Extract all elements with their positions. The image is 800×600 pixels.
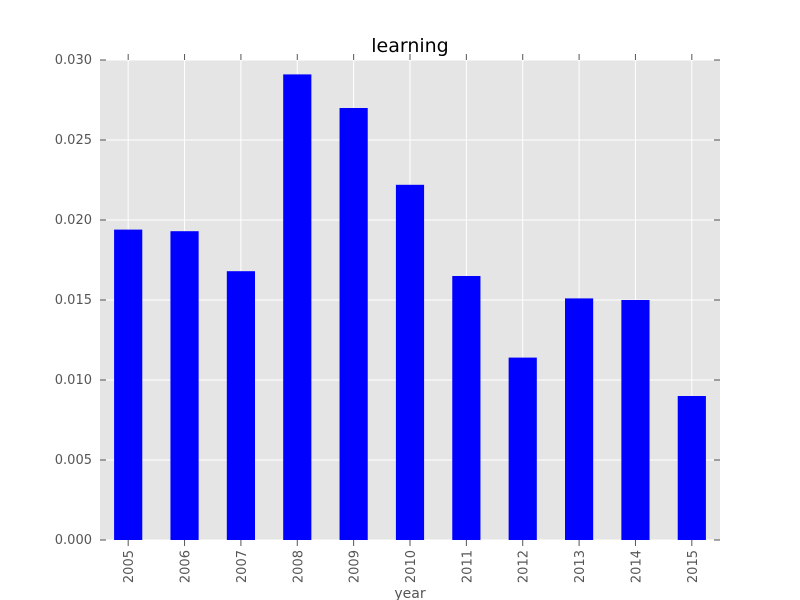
bar-2013 (565, 298, 594, 540)
bar-2008 (283, 74, 312, 541)
x-tick-label-2010: 2010 (404, 550, 419, 583)
x-axis-label: year (394, 586, 425, 600)
bar-2005 (114, 229, 143, 540)
bar-layer (114, 74, 706, 541)
x-tick-label-2013: 2013 (573, 550, 588, 583)
tick-layer: 0.000 0.005 0.010 0.015 0.020 0.025 0.030 2005 2… (55, 53, 720, 583)
bar-2015 (677, 396, 706, 540)
y-tick-label: 0.030 (55, 53, 92, 68)
x-tick-label-2014: 2014 (629, 550, 644, 583)
bar-2009 (339, 108, 368, 540)
x-tick-label-2011: 2011 (460, 550, 475, 583)
x-tick-label-2005: 2005 (122, 550, 137, 583)
x-tick-label-2008: 2008 (291, 550, 306, 583)
bar-2012 (508, 357, 537, 540)
bar-2006 (170, 231, 199, 540)
y-tick-label: 0.000 (55, 533, 92, 548)
x-tick-label-2012: 2012 (517, 550, 532, 583)
bar-2007 (226, 271, 255, 540)
bar-2014 (621, 300, 650, 540)
bar-2011 (452, 276, 481, 540)
y-tick-label: 0.015 (55, 293, 92, 308)
y-tick-label: 0.010 (55, 373, 92, 388)
x-tick-label-2007: 2007 (235, 550, 250, 583)
y-tick-label: 0.020 (55, 213, 92, 228)
y-tick-label: 0.005 (55, 453, 92, 468)
x-tick-label-2006: 2006 (179, 550, 194, 583)
x-tick-label-2015: 2015 (686, 550, 701, 583)
bar-2010 (395, 184, 425, 541)
chart-title: learning (371, 35, 449, 57)
y-tick-label: 0.025 (55, 133, 92, 148)
x-tick-label-2009: 2009 (348, 550, 363, 583)
